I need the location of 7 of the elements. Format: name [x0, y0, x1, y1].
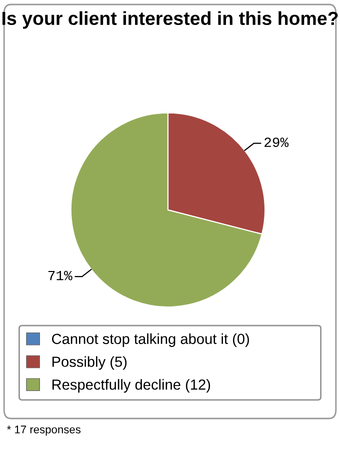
chart-title: Is your client interested in this home?	[2, 11, 338, 29]
data-label: 71%	[48, 270, 72, 280]
legend-label: Possibly (5)	[52, 356, 127, 370]
data-label: 29%	[264, 138, 289, 148]
legend-label: Respectfully decline (12)	[52, 379, 210, 393]
text: * 17 responses	[6, 426, 81, 436]
legend-label: Cannot stop talking about it (0)	[52, 333, 249, 347]
